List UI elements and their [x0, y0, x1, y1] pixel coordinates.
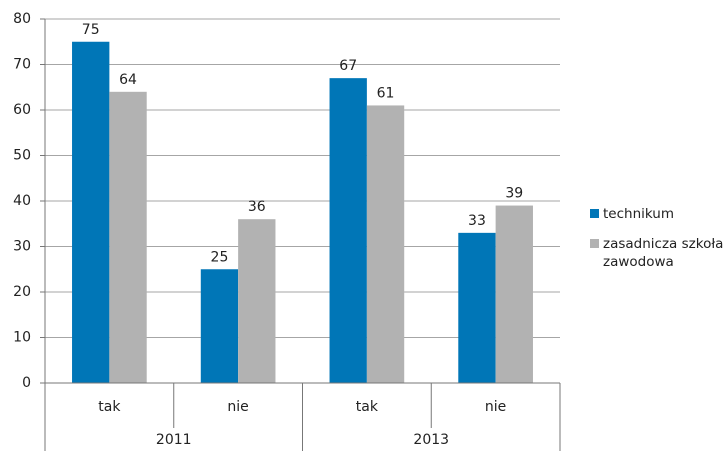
y-tick-label: 20	[13, 284, 31, 300]
y-tick-label: 40	[13, 193, 31, 209]
y-tick-label: 70	[13, 57, 31, 73]
y-tick-label: 30	[13, 239, 31, 255]
data-label: 67	[339, 58, 357, 74]
y-tick-label: 80	[13, 11, 31, 27]
data-label: 64	[119, 72, 137, 88]
bar	[329, 78, 367, 384]
bar	[495, 205, 533, 383]
group-label: 2013	[413, 432, 449, 448]
x-tick-label: nie	[227, 399, 248, 415]
y-tick-label: 0	[22, 375, 31, 391]
legend-label: technikum	[603, 206, 674, 222]
data-label: 61	[377, 85, 395, 101]
y-tick-label: 50	[13, 148, 31, 164]
data-label: 25	[211, 249, 229, 265]
bar	[109, 91, 147, 384]
legend-item: zasadnicza szkoła zawodowa	[590, 235, 726, 271]
data-label: 75	[82, 22, 100, 38]
legend-swatch	[590, 209, 599, 218]
x-tick-label: tak	[356, 399, 379, 415]
y-tick-label: 60	[13, 102, 31, 118]
group-label: 2011	[156, 432, 192, 448]
y-tick-label: 10	[13, 330, 31, 346]
bar	[200, 269, 239, 383]
legend-item: technikum	[590, 205, 726, 223]
bar	[238, 219, 276, 383]
legend: technikum zasadnicza szkoła zawodowa	[590, 205, 726, 283]
bar	[72, 41, 110, 383]
legend-label: zasadnicza szkoła zawodowa	[603, 236, 724, 270]
bar	[366, 105, 405, 383]
x-tick-label: nie	[485, 399, 506, 415]
x-tick-label: tak	[98, 399, 121, 415]
legend-swatch	[590, 239, 599, 248]
data-label: 33	[468, 213, 486, 229]
data-label: 39	[505, 186, 523, 202]
data-label: 36	[248, 199, 266, 215]
bar	[458, 232, 496, 383]
